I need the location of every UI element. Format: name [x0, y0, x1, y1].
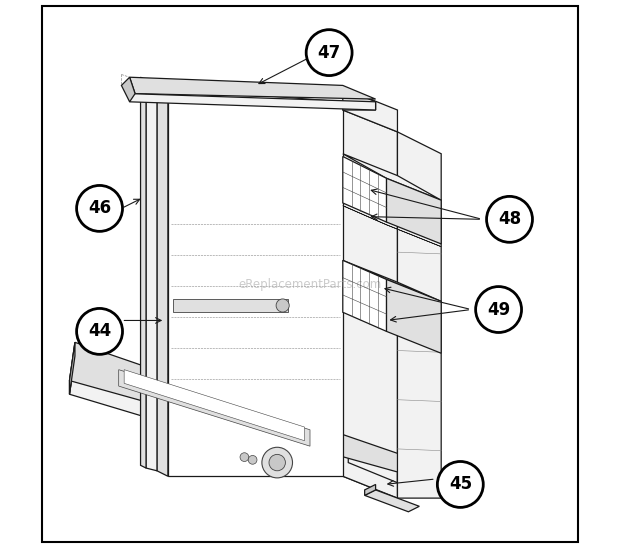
Polygon shape: [397, 457, 409, 498]
Polygon shape: [168, 88, 343, 476]
Text: eReplacementParts.com: eReplacementParts.com: [238, 278, 382, 292]
Text: 45: 45: [449, 476, 472, 493]
Polygon shape: [69, 342, 75, 394]
Polygon shape: [157, 83, 168, 476]
Polygon shape: [343, 88, 397, 132]
Polygon shape: [343, 154, 441, 200]
Polygon shape: [343, 260, 386, 332]
Polygon shape: [343, 206, 441, 247]
Polygon shape: [386, 178, 441, 244]
Polygon shape: [118, 370, 310, 446]
Polygon shape: [146, 80, 157, 471]
Polygon shape: [69, 342, 75, 394]
Polygon shape: [69, 356, 409, 498]
Circle shape: [269, 454, 285, 471]
Polygon shape: [168, 88, 376, 102]
Polygon shape: [343, 88, 376, 110]
Circle shape: [306, 30, 352, 76]
Circle shape: [476, 287, 521, 333]
Polygon shape: [365, 484, 376, 495]
Text: 44: 44: [88, 322, 111, 340]
Polygon shape: [141, 77, 146, 468]
Circle shape: [262, 447, 293, 478]
Circle shape: [437, 461, 483, 507]
Polygon shape: [343, 157, 386, 222]
Polygon shape: [343, 110, 397, 498]
Polygon shape: [69, 342, 409, 473]
Circle shape: [77, 185, 123, 231]
Circle shape: [487, 196, 533, 242]
Polygon shape: [365, 490, 419, 512]
Circle shape: [240, 453, 249, 461]
Polygon shape: [130, 94, 376, 110]
Text: 48: 48: [498, 210, 521, 229]
Polygon shape: [124, 370, 304, 441]
Polygon shape: [174, 299, 288, 312]
Text: 47: 47: [317, 44, 341, 61]
Polygon shape: [386, 279, 441, 353]
Circle shape: [77, 309, 123, 355]
Polygon shape: [397, 132, 441, 498]
Circle shape: [276, 299, 289, 312]
Text: 46: 46: [88, 199, 111, 218]
Polygon shape: [130, 77, 376, 99]
Polygon shape: [343, 260, 441, 301]
Circle shape: [248, 455, 257, 464]
Polygon shape: [122, 77, 135, 102]
Text: 49: 49: [487, 300, 510, 318]
